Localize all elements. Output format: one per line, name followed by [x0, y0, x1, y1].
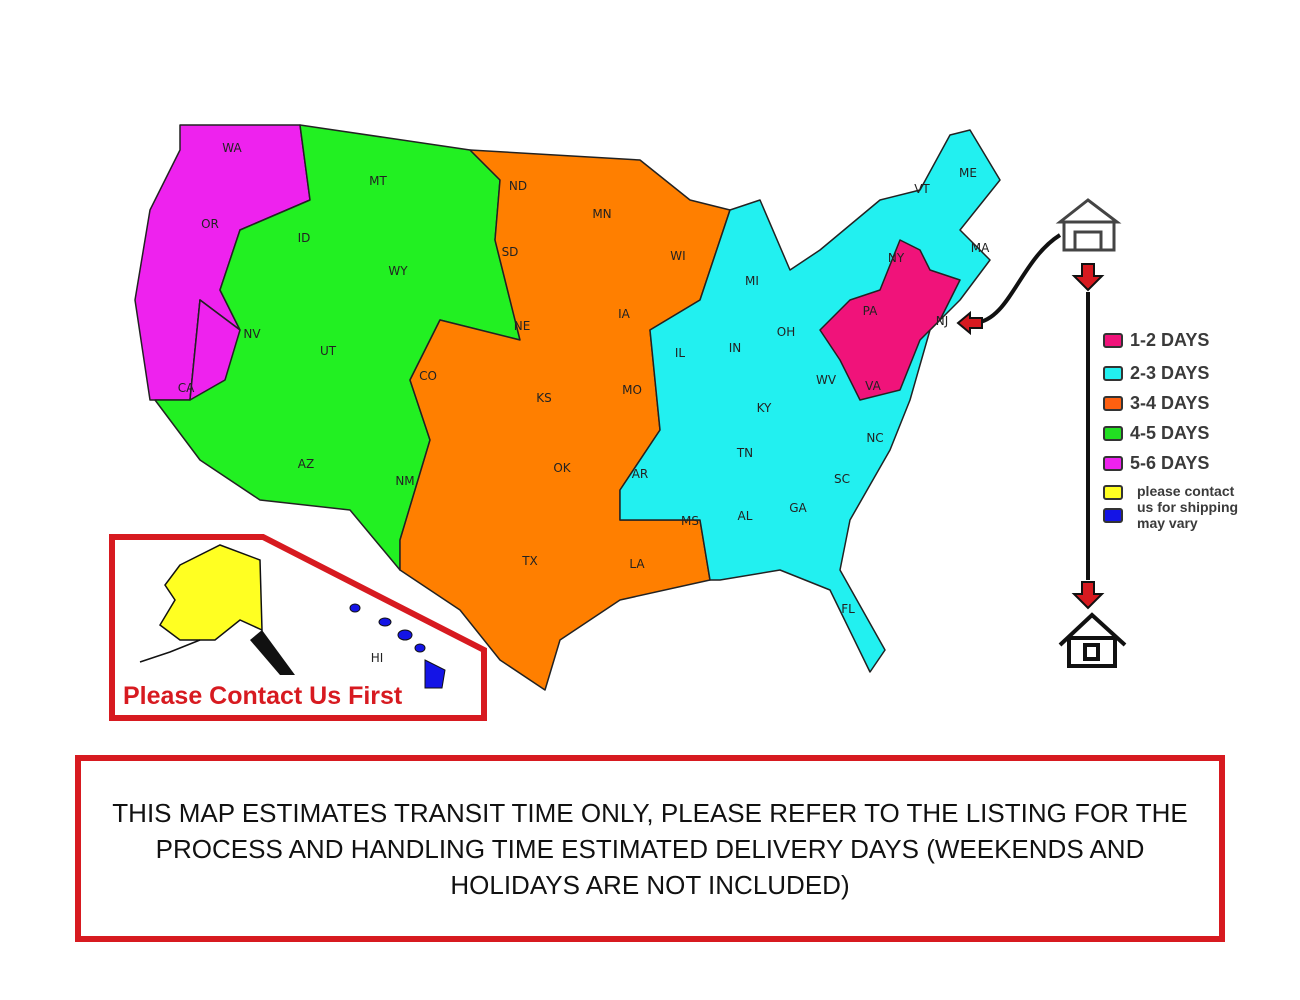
swatch-may-vary	[1103, 508, 1123, 523]
notice-box: THIS MAP ESTIMATES TRANSIT TIME ONLY, PL…	[75, 755, 1225, 942]
state-label-ne: NE	[514, 319, 531, 333]
state-label-pa: PA	[863, 304, 878, 318]
legend-item: 3-4 DAYS	[1103, 393, 1238, 414]
state-label-fl: FL	[841, 602, 855, 616]
state-label-wv: WV	[816, 373, 837, 387]
state-label-la: LA	[629, 557, 645, 571]
state-label-sd: SD	[502, 245, 519, 259]
zone-5-6-days-nv	[189, 299, 241, 401]
state-label-id: ID	[298, 231, 311, 245]
notice-text: THIS MAP ESTIMATES TRANSIT TIME ONLY, PL…	[112, 797, 1188, 900]
state-label-oh: OH	[777, 325, 795, 339]
route-curve	[974, 233, 1062, 325]
warehouse-icon	[1055, 198, 1122, 252]
state-label-sc: SC	[834, 472, 850, 486]
legend-item-contact: please contact us for shipping may vary	[1103, 483, 1238, 531]
legend-item: 4-5 DAYS	[1103, 423, 1238, 444]
hawaii	[349, 603, 446, 689]
state-label-al: AL	[738, 509, 753, 523]
state-label-vt: VT	[914, 182, 930, 196]
state-label-mt: MT	[369, 174, 387, 188]
state-label-nv: NV	[243, 327, 261, 341]
state-label-il: IL	[675, 346, 686, 360]
state-label-ia: IA	[618, 307, 631, 321]
state-label-nc: NC	[866, 431, 883, 445]
state-label-mi: MI	[745, 274, 759, 288]
legend-item: 5-6 DAYS	[1103, 453, 1238, 474]
state-label-in: IN	[729, 341, 742, 355]
arrow-left-icon	[956, 310, 983, 336]
swatch-3-4-days	[1103, 396, 1123, 411]
state-label-me: ME	[959, 166, 977, 180]
state-label-ar: AR	[632, 467, 649, 481]
state-label-az: AZ	[298, 457, 314, 471]
state-label-nj: NJ	[936, 314, 949, 328]
state-label-mo: MO	[622, 383, 642, 397]
state-label-mn: MN	[592, 207, 611, 221]
swatch-5-6-days	[1103, 456, 1123, 471]
legend-item: 1-2 DAYS	[1103, 330, 1238, 351]
aleutian-islands	[139, 639, 201, 663]
state-label-ut: UT	[320, 344, 337, 358]
state-label-ny: NY	[888, 251, 905, 265]
state-label-ga: GA	[789, 501, 807, 515]
state-label-ma: MA	[971, 241, 990, 255]
state-label-va: VA	[865, 379, 881, 393]
swatch-2-3-days	[1103, 366, 1123, 381]
alaska-panhandle	[250, 630, 295, 675]
zone-1-2-days	[819, 239, 961, 401]
legend-item: 2-3 DAYS	[1103, 363, 1238, 384]
legend: 1-2 DAYS 2-3 DAYS 3-4 DAYS 4-5 DAYS 5-6 …	[1103, 330, 1238, 531]
state-label-wa: WA	[222, 141, 242, 155]
house-icon	[1058, 612, 1127, 668]
alaska	[159, 544, 263, 641]
state-label-ms: MS	[681, 514, 699, 528]
state-label-or: OR	[201, 217, 219, 231]
state-label-nm: NM	[395, 474, 414, 488]
swatch-1-2-days	[1103, 333, 1123, 348]
arrow-down-icon	[1071, 581, 1105, 610]
swatch-4-5-days	[1103, 426, 1123, 441]
state-label-co: CO	[419, 369, 437, 383]
state-label-hi: HI	[371, 651, 384, 665]
inset-border	[109, 534, 487, 721]
state-label-tn: TN	[736, 446, 753, 460]
state-label-tx: TX	[521, 554, 538, 568]
state-label-nd: ND	[509, 179, 527, 193]
state-label-wi: WI	[670, 249, 685, 263]
inset-label: Please Contact Us First	[123, 682, 403, 710]
state-label-ky: KY	[757, 401, 772, 415]
state-label-wy: WY	[388, 264, 408, 278]
state-label-ca: CA	[178, 381, 195, 395]
state-label-ks: KS	[536, 391, 552, 405]
state-label-ok: OK	[553, 461, 571, 475]
arrow-down-icon	[1071, 263, 1105, 292]
swatch-contact	[1103, 485, 1123, 500]
